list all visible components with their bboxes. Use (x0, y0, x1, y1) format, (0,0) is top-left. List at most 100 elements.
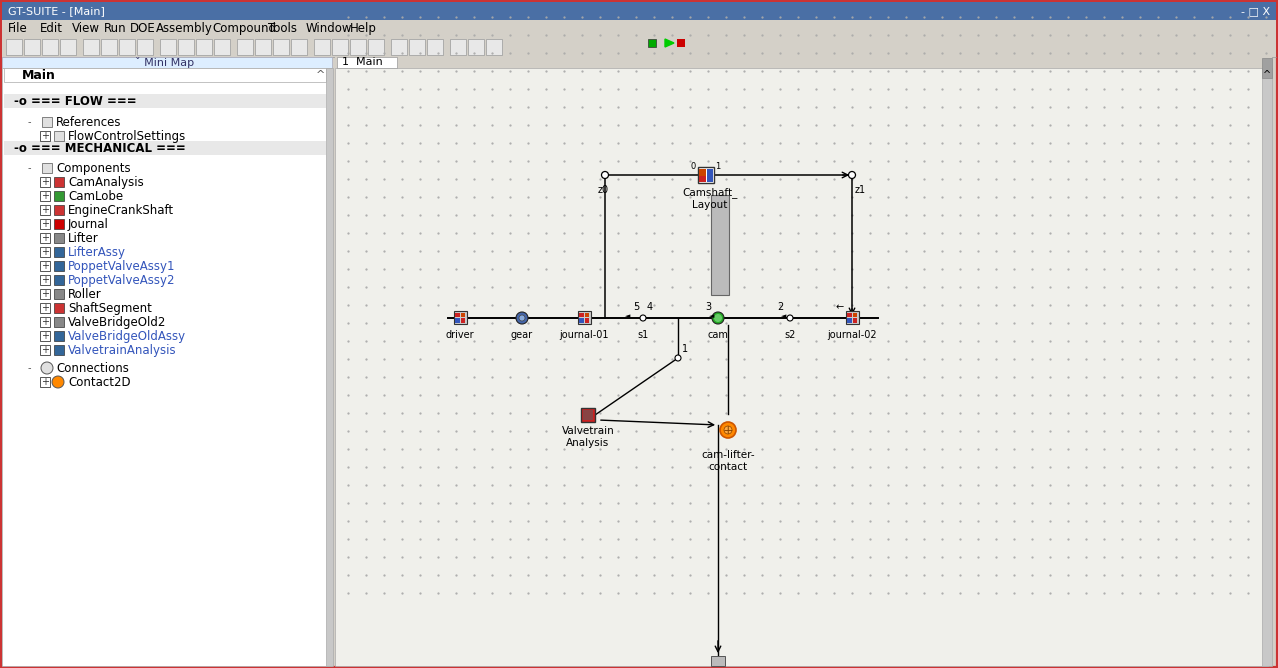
Text: ShaftSegment: ShaftSegment (68, 301, 152, 315)
Bar (137, 39, 153, 55)
Bar (461, 318, 465, 323)
Text: z1: z1 (855, 185, 866, 195)
Text: File: File (8, 21, 28, 35)
Bar (326, 68, 334, 666)
Text: ValveBridgeOld2: ValveBridgeOld2 (68, 315, 166, 329)
Text: View: View (72, 21, 100, 35)
Bar (350, 39, 366, 55)
Bar (40, 219, 50, 229)
Text: DOE: DOE (130, 21, 156, 35)
Bar (707, 175, 713, 182)
Bar (42, 39, 58, 55)
Circle shape (714, 314, 722, 322)
Bar (314, 39, 330, 55)
Bar (698, 167, 714, 183)
Bar (486, 39, 502, 55)
Bar (40, 131, 50, 141)
Bar (54, 317, 64, 327)
Text: journal​-01: journal​-01 (560, 330, 608, 340)
Text: +: + (41, 177, 49, 187)
Text: +: + (41, 317, 49, 327)
Text: - □ X: - □ X (1241, 6, 1270, 16)
Bar (3, 57, 332, 68)
Bar (54, 247, 64, 257)
Bar (707, 169, 713, 176)
Text: Valvetrain
Analysis: Valvetrain Analysis (561, 426, 615, 448)
Text: -o === FLOW ===: -o === FLOW === (14, 94, 137, 108)
Bar (40, 261, 50, 271)
Bar (468, 39, 484, 55)
Bar (273, 39, 289, 55)
Text: ^: ^ (1263, 70, 1272, 80)
Circle shape (675, 355, 681, 361)
Bar (711, 195, 728, 295)
Text: journal​-02: journal​-02 (827, 330, 877, 340)
Text: +: + (41, 233, 49, 243)
Text: Run: Run (104, 21, 127, 35)
Text: Roller: Roller (68, 287, 102, 301)
Text: Contact2D: Contact2D (68, 375, 130, 389)
Bar (3, 68, 332, 666)
Text: s2: s2 (785, 330, 796, 340)
Bar (42, 117, 52, 127)
Bar (3, 36, 1275, 57)
Bar (42, 163, 52, 173)
Bar (40, 247, 50, 257)
Text: +: + (41, 205, 49, 215)
Circle shape (519, 315, 525, 321)
Text: +: + (41, 303, 49, 313)
Text: s1: s1 (638, 330, 649, 340)
Bar (213, 39, 230, 55)
Text: LifterAssy: LifterAssy (68, 246, 127, 259)
Text: -: - (28, 363, 32, 373)
Bar (54, 275, 64, 285)
Text: ◄: ◄ (781, 313, 787, 319)
Bar (178, 39, 194, 55)
Text: ^: ^ (316, 70, 326, 80)
Circle shape (725, 426, 732, 434)
Circle shape (712, 312, 725, 324)
Bar (40, 205, 50, 215)
Text: Tools: Tools (268, 21, 296, 35)
Bar (54, 233, 64, 243)
Text: +: + (41, 247, 49, 257)
Bar (54, 331, 64, 341)
Text: 1: 1 (682, 344, 688, 354)
Text: PoppetValveAssy2: PoppetValveAssy2 (68, 273, 175, 287)
Bar (160, 39, 176, 55)
Text: 4: 4 (647, 302, 653, 312)
Bar (455, 313, 460, 317)
Text: Assembly: Assembly (156, 21, 213, 35)
Bar (583, 410, 593, 420)
Bar (1261, 58, 1272, 78)
Bar (291, 39, 307, 55)
Bar (409, 39, 426, 55)
Text: ◄: ◄ (709, 313, 714, 319)
Bar (391, 39, 406, 55)
Bar (236, 39, 253, 55)
Bar (699, 175, 705, 182)
Circle shape (41, 362, 52, 374)
Bar (1261, 68, 1272, 666)
Circle shape (787, 315, 794, 321)
Bar (40, 317, 50, 327)
Bar (4, 141, 326, 155)
Bar (40, 377, 50, 387)
Text: +: + (41, 261, 49, 271)
Text: CamLobe: CamLobe (68, 190, 123, 202)
Bar (335, 57, 1272, 68)
Text: +: + (41, 219, 49, 229)
Text: gear: gear (511, 330, 533, 340)
Bar (368, 39, 383, 55)
Bar (54, 191, 64, 201)
Bar (427, 39, 443, 55)
Bar (40, 303, 50, 313)
Bar (54, 289, 64, 299)
Bar (3, 20, 1275, 36)
Bar (578, 311, 590, 324)
Text: +: + (41, 289, 49, 299)
Bar (54, 177, 64, 187)
Bar (581, 408, 596, 422)
Text: 2: 2 (777, 302, 783, 312)
Bar (40, 289, 50, 299)
